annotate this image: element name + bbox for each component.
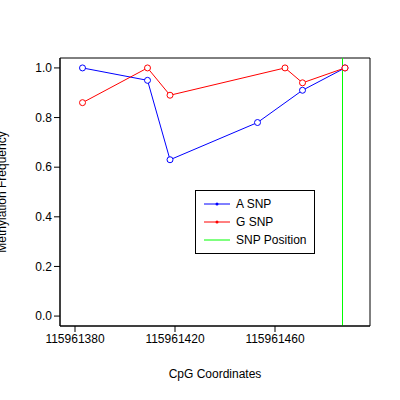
svg-text:1.0: 1.0 xyxy=(35,61,52,75)
svg-text:Methylation Frequency: Methylation Frequency xyxy=(8,131,9,252)
html-text:G SNP: G SNP xyxy=(236,215,274,229)
svg-text:115961380: 115961380 xyxy=(45,332,105,346)
svg-text:115961420: 115961420 xyxy=(145,332,205,346)
svg-text:CpG Coordinates: CpG Coordinates xyxy=(169,367,262,381)
svg-text:0.2: 0.2 xyxy=(35,260,52,274)
svg-text:0.8: 0.8 xyxy=(35,111,52,125)
html-text:A SNP: A SNP xyxy=(236,197,272,211)
svg-text:0.6: 0.6 xyxy=(35,160,52,174)
html-text:SNP Position: SNP Position xyxy=(236,233,307,247)
svg-text:0.0: 0.0 xyxy=(35,309,52,323)
svg-text:0.4: 0.4 xyxy=(35,210,52,224)
svg-text:115961460: 115961460 xyxy=(245,332,305,346)
